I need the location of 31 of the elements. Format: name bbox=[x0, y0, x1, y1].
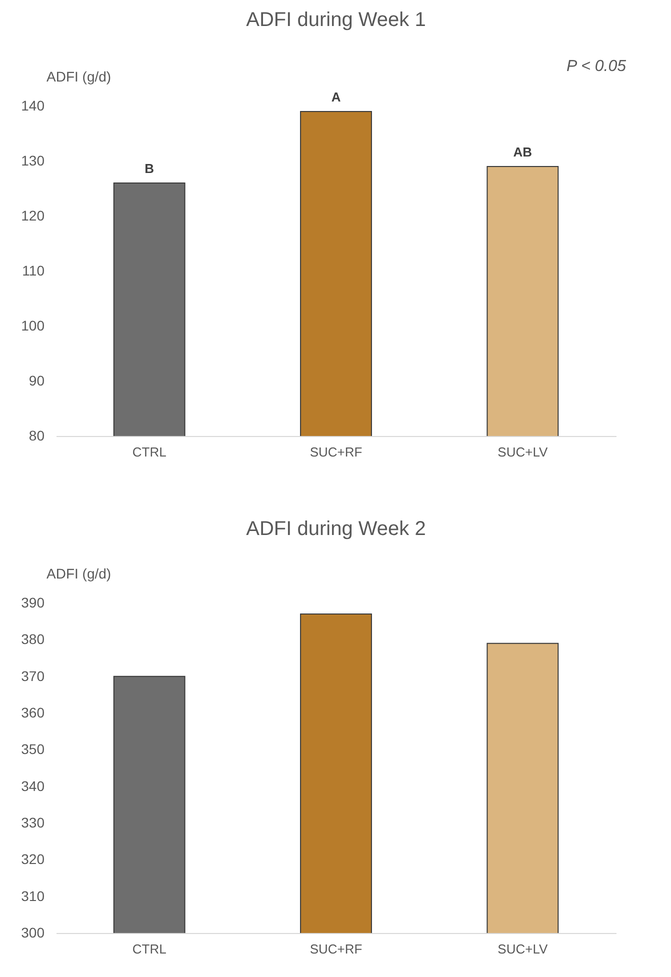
x-tick-label: SUC+LV bbox=[498, 444, 548, 460]
y-tick-label: 130 bbox=[21, 152, 45, 168]
x-tick-label: SUC+RF bbox=[310, 942, 362, 956]
x-tick-label: CTRL bbox=[132, 444, 166, 460]
y-axis-title: ADFI (g/d) bbox=[46, 566, 112, 582]
y-tick-label: 310 bbox=[21, 888, 45, 904]
x-tick-label: CTRL bbox=[132, 942, 166, 956]
y-tick-label: 140 bbox=[21, 98, 45, 114]
y-tick-label: 370 bbox=[21, 668, 45, 684]
annotation: A bbox=[331, 90, 342, 104]
y-tick-label: 320 bbox=[21, 851, 45, 868]
y-tick-label: 380 bbox=[21, 631, 45, 648]
y-tick-label: 100 bbox=[21, 318, 45, 334]
y-tick-label: 360 bbox=[21, 704, 45, 720]
y-tick-label: 90 bbox=[28, 372, 45, 388]
x-tick-label: SUC+RF bbox=[310, 444, 362, 460]
annotation: B bbox=[144, 161, 154, 176]
text: P < 0.05 bbox=[566, 58, 626, 75]
y-tick-label: 110 bbox=[22, 262, 45, 278]
y-tick-label: 300 bbox=[21, 924, 45, 940]
annotation: AB bbox=[513, 144, 532, 160]
y-tick-label: 330 bbox=[21, 814, 45, 830]
x-tick-label: SUC+LV bbox=[498, 942, 548, 956]
y-tick-label: 350 bbox=[21, 741, 45, 758]
y-tick-label: 340 bbox=[21, 778, 45, 794]
y-tick-label: 120 bbox=[21, 208, 45, 224]
chart-title: ADFI during Week 1 bbox=[246, 9, 426, 31]
y-axis-title: ADFI (g/d) bbox=[46, 68, 112, 84]
y-tick-label: 390 bbox=[21, 594, 45, 610]
chart-title: ADFI during Week 2 bbox=[246, 518, 426, 540]
y-tick-label: 80 bbox=[28, 428, 45, 444]
